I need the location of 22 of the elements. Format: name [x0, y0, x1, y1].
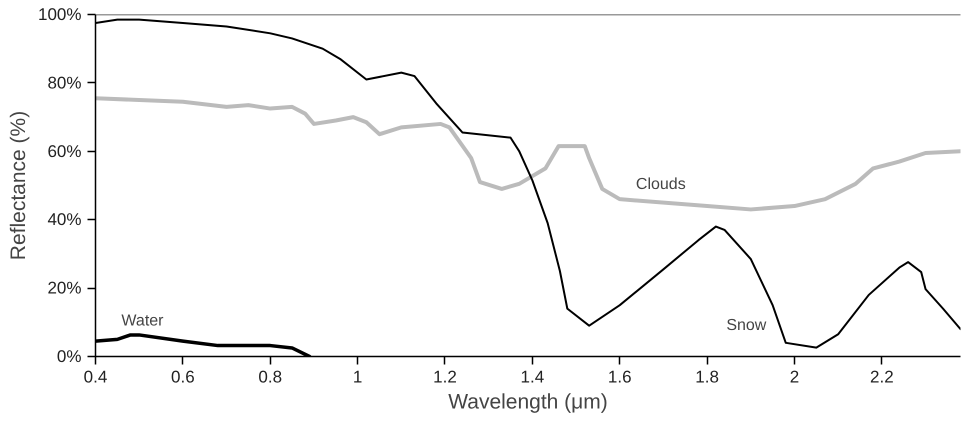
x-tick-label: 0.6: [171, 368, 195, 386]
x-tick-label: 0.4: [84, 368, 108, 386]
x-tick-label: 0.8: [258, 368, 282, 386]
y-axis-title: Reflectance (%): [7, 110, 30, 260]
x-tick-label: 1: [352, 368, 362, 386]
y-tick-label: 20%: [47, 278, 82, 298]
series-label: Clouds: [636, 176, 686, 193]
line-series: [96, 96, 960, 212]
x-tick-label: 1.6: [608, 368, 632, 386]
x-tick-label: 1.4: [520, 368, 544, 386]
x-tick-label: 1.2: [433, 368, 457, 386]
y-tick-label: 100%: [38, 5, 82, 24]
series-label: Snow: [726, 317, 767, 334]
y-tick-label: 0%: [56, 347, 82, 366]
y-tick-label: 80%: [47, 73, 82, 92]
x-tick-label: 1.8: [695, 368, 719, 386]
x-tick-label: 2.2: [870, 368, 894, 386]
x-tick-label: 2: [790, 368, 800, 386]
series-label: Water: [121, 312, 164, 330]
x-axis-title: Wavelength (μm): [448, 390, 608, 414]
y-tick-label: 60%: [47, 142, 82, 161]
y-tick-label: 40%: [47, 210, 82, 230]
